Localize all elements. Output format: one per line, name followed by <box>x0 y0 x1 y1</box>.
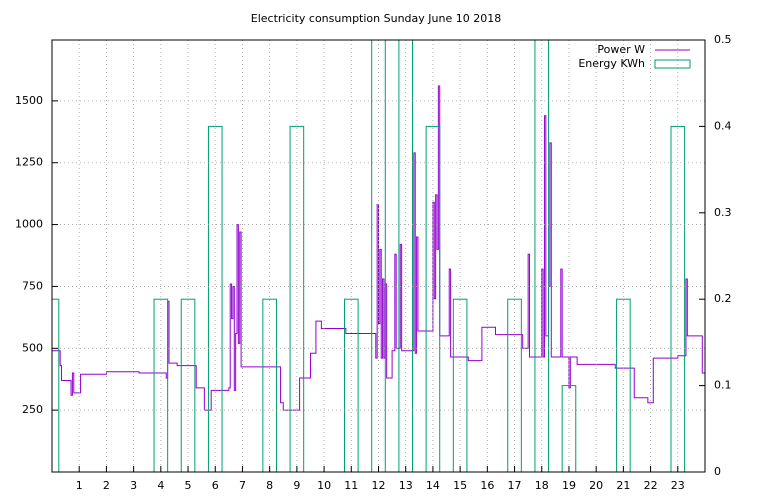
x-tick-label: 16 <box>480 479 494 492</box>
energy-box <box>343 298 359 472</box>
plot-area <box>52 40 705 472</box>
y-tick-label: 750 <box>22 279 43 292</box>
legend-label: Power W <box>597 43 645 56</box>
power-line <box>52 85 705 411</box>
energy-box <box>452 298 468 472</box>
energy-box <box>425 125 441 472</box>
x-tick-label: 10 <box>317 479 331 492</box>
y2-tick-label: 0.5 <box>714 33 732 46</box>
chart-title: Electricity consumption Sunday June 10 2… <box>251 12 501 25</box>
x-tick-label: 1 <box>76 479 83 492</box>
y-tick-label: 250 <box>22 403 43 416</box>
y-tick-label: 1250 <box>15 156 43 169</box>
energy-box <box>289 125 305 472</box>
energy-box <box>153 298 169 472</box>
x-tick-label: 13 <box>399 479 413 492</box>
y2-tick-label: 0.3 <box>714 206 732 219</box>
energy-box <box>180 298 196 472</box>
energy-box <box>371 40 386 472</box>
x-tick-label: 4 <box>157 479 164 492</box>
y-tick-label: 1500 <box>15 94 43 107</box>
energy-box <box>398 40 414 472</box>
y-tick-label: 1000 <box>15 218 43 231</box>
x-tick-label: 21 <box>616 479 630 492</box>
x-tick-label: 20 <box>589 479 603 492</box>
x-tick-label: 23 <box>671 479 685 492</box>
y-tick-label: 500 <box>22 341 43 354</box>
x-tick-label: 22 <box>644 479 658 492</box>
x-tick-label: 17 <box>508 479 522 492</box>
x-tick-label: 7 <box>239 479 246 492</box>
legend-label: Energy KWh <box>578 57 645 70</box>
x-tick-label: 18 <box>535 479 549 492</box>
energy-box <box>616 298 631 472</box>
x-tick-label: 3 <box>130 479 137 492</box>
x-tick-label: 19 <box>562 479 576 492</box>
x-tick-label: 6 <box>212 479 219 492</box>
x-tick-label: 9 <box>293 479 300 492</box>
y2-tick-label: 0.1 <box>714 379 732 392</box>
x-tick-label: 5 <box>185 479 192 492</box>
x-tick-label: 8 <box>266 479 273 492</box>
legend-swatch <box>654 59 691 69</box>
energy-box <box>534 40 550 472</box>
energy-box <box>207 125 223 472</box>
y2-tick-label: 0 <box>714 465 721 478</box>
energy-box <box>262 298 277 472</box>
x-tick-label: 2 <box>103 479 110 492</box>
plot-border <box>51 39 706 473</box>
energy-box <box>670 125 686 472</box>
x-tick-label: 15 <box>453 479 467 492</box>
energy-box <box>561 385 577 472</box>
energy-box <box>507 298 522 472</box>
y2-tick-label: 0.4 <box>714 119 732 132</box>
y2-tick-label: 0.2 <box>714 292 732 305</box>
x-tick-label: 14 <box>426 479 440 492</box>
x-tick-label: 11 <box>344 479 358 492</box>
x-tick-label: 12 <box>372 479 386 492</box>
